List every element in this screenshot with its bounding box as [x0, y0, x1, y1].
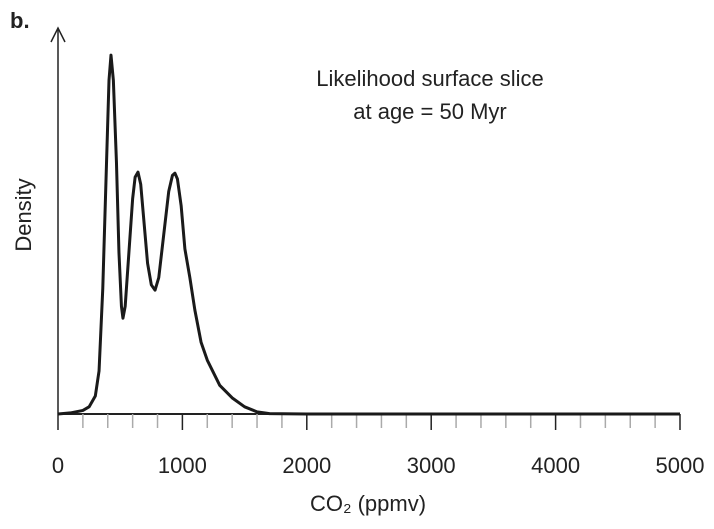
x-tick-label: 1000 — [158, 453, 207, 478]
panel-label: b. — [10, 8, 30, 33]
density-line — [57, 53, 680, 416]
x-axis-label: CO₂ (ppmv) — [310, 491, 426, 516]
y-axis-label: Density — [11, 178, 36, 251]
x-tick-label: 3000 — [407, 453, 456, 478]
annotation: Likelihood surface slice — [316, 66, 543, 91]
x-tick-label: 0 — [52, 453, 64, 478]
x-tick-label: 4000 — [531, 453, 580, 478]
x-tick-label: 2000 — [282, 453, 331, 478]
x-tick-label: 5000 — [656, 453, 705, 478]
y-axis-arrow — [50, 26, 66, 43]
annotation: at age = 50 Myr — [353, 99, 506, 124]
